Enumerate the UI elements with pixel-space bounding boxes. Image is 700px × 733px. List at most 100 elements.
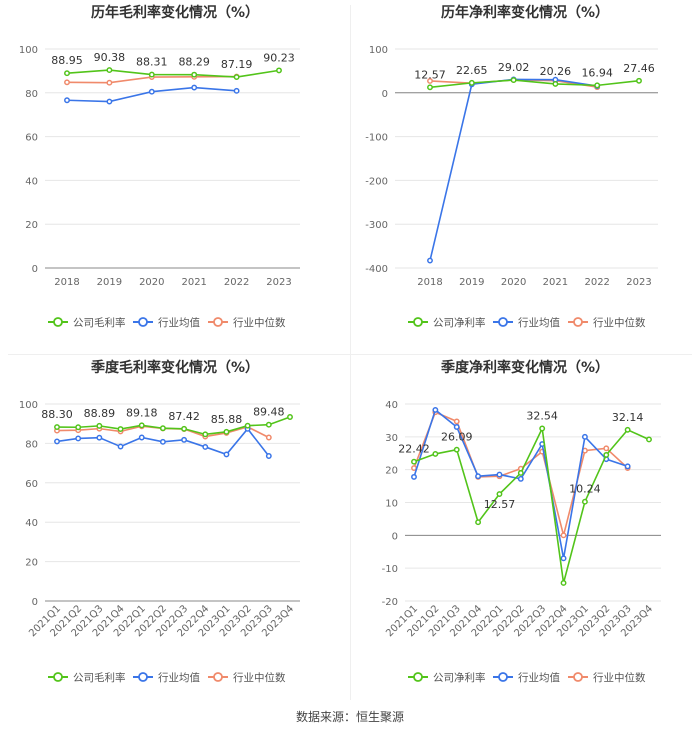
data-point — [560, 555, 567, 562]
data-point — [287, 414, 293, 420]
y-tick-label: -10 — [382, 564, 398, 575]
data-label: 88.89 — [84, 407, 116, 420]
data-label: 87.19 — [221, 58, 253, 71]
series-line — [56, 416, 291, 436]
legend-label: 公司净利率 — [433, 316, 486, 329]
legend-label: 行业均值 — [158, 671, 200, 684]
data-point — [603, 451, 610, 458]
legend-label: 行业均值 — [518, 316, 560, 329]
data-source-label: 数据来源：恒生聚源 — [295, 710, 404, 724]
data-point — [106, 98, 113, 105]
data-point — [636, 77, 642, 84]
y-tick-label: 0 — [382, 89, 388, 100]
data-point — [117, 443, 124, 450]
data-point — [581, 498, 588, 505]
data-label: 26.09 — [441, 431, 473, 444]
data-point — [539, 425, 546, 432]
legend-label: 行业均值 — [158, 316, 200, 329]
data-label: 89.18 — [126, 406, 158, 419]
data-label: 88.95 — [51, 54, 83, 67]
data-point — [159, 438, 166, 445]
data-point — [265, 421, 272, 428]
vertical-divider — [350, 5, 351, 700]
data-label: 20.26 — [540, 65, 572, 78]
data-point — [453, 446, 460, 453]
data-label: 88.29 — [178, 56, 210, 69]
legend-swatch-marker — [213, 672, 223, 682]
data-point — [276, 67, 282, 74]
data-label: 12.57 — [414, 68, 446, 81]
data-point — [96, 434, 103, 441]
series-line — [429, 78, 598, 261]
legend-swatch-marker — [573, 317, 583, 327]
data-point — [75, 424, 82, 431]
data-point — [560, 579, 567, 586]
quarterly-net-margin-svg: 季度净利率变化情况（%）-20-100102030402021Q12021Q22… — [382, 359, 661, 684]
data-point — [517, 470, 524, 476]
data-point — [181, 425, 188, 432]
data-point — [159, 425, 166, 432]
data-label: 32.54 — [526, 409, 558, 422]
y-tick-label: -300 — [365, 220, 388, 231]
quarterly-net-margin-chart: 季度净利率变化情况（%） -20 -10 0 10 20 30 40 2021Q1 2021Q2 2… — [350, 355, 700, 710]
y-tick-label: 40 — [25, 176, 38, 187]
data-point — [594, 82, 601, 89]
y-tick-label: 40 — [25, 518, 38, 529]
data-label: 16.94 — [581, 66, 613, 79]
data-label: 32.14 — [612, 411, 644, 424]
data-label: 88.30 — [41, 408, 73, 421]
data-point — [475, 473, 482, 480]
data-point — [181, 436, 188, 443]
data-point — [64, 97, 70, 104]
annual-gross-margin-svg: 历年毛利率变化情况（%） 0 20 40 60 80 100 2018 2019 2020 2021… — [19, 4, 300, 329]
chart-title: 历年毛利率变化情况（%） — [91, 4, 259, 21]
legend-swatch-marker — [573, 672, 583, 682]
legend-swatch-marker — [138, 672, 148, 682]
data-point — [581, 433, 588, 440]
data-point — [117, 426, 124, 432]
chart-title: 季度净利率变化情况（%） — [440, 359, 609, 376]
legend-swatch-marker — [498, 317, 508, 327]
legend-swatch-marker — [53, 672, 63, 682]
legend-swatch-marker — [138, 317, 148, 327]
data-point — [233, 74, 240, 81]
legend-label: 行业均值 — [518, 671, 560, 684]
data-label: 90.38 — [94, 51, 126, 64]
x-tick-label: 2019 — [97, 277, 122, 288]
data-label: 89.48 — [253, 406, 285, 419]
data-point — [411, 473, 417, 480]
x-tick-label: 2022 — [224, 277, 249, 288]
data-point — [138, 422, 145, 429]
y-tick-label: 20 — [385, 466, 398, 477]
chart-title: 历年净利率变化情况（%） — [441, 4, 609, 21]
legend-swatch-marker — [53, 317, 63, 327]
data-point — [265, 434, 272, 441]
y-tick-label: -20 — [382, 597, 398, 608]
data-point — [202, 443, 209, 450]
data-point — [517, 475, 524, 482]
legend-swatch-marker — [413, 317, 423, 327]
y-tick-label: 80 — [25, 89, 38, 100]
y-tick-label: 60 — [25, 479, 38, 490]
y-tick-label: 10 — [385, 499, 398, 510]
y-tick-label: 0 — [32, 264, 38, 275]
quarterly-gross-margin-svg: 季度毛利率变化情况（%）0204060801002021Q12021Q22021… — [19, 359, 300, 684]
y-tick-label: -400 — [365, 264, 388, 275]
y-tick-label: 100 — [369, 45, 388, 56]
legend-swatch-marker — [213, 317, 223, 327]
data-point — [191, 71, 198, 78]
x-tick-label: 2023 — [626, 277, 651, 288]
data-label: 87.42 — [168, 410, 200, 423]
data-point — [453, 424, 460, 430]
data-point — [96, 422, 103, 429]
y-tick-label: -100 — [365, 133, 388, 144]
x-tick-label: 2018 — [417, 277, 442, 288]
data-label: 22.65 — [456, 64, 488, 77]
data-point — [432, 450, 439, 457]
series-line — [429, 79, 640, 89]
data-point — [552, 80, 559, 87]
x-tick-label: 2021 — [543, 277, 568, 288]
data-point — [244, 422, 251, 429]
legend-swatch-marker — [413, 672, 423, 682]
legend-label: 行业中位数 — [593, 316, 646, 329]
